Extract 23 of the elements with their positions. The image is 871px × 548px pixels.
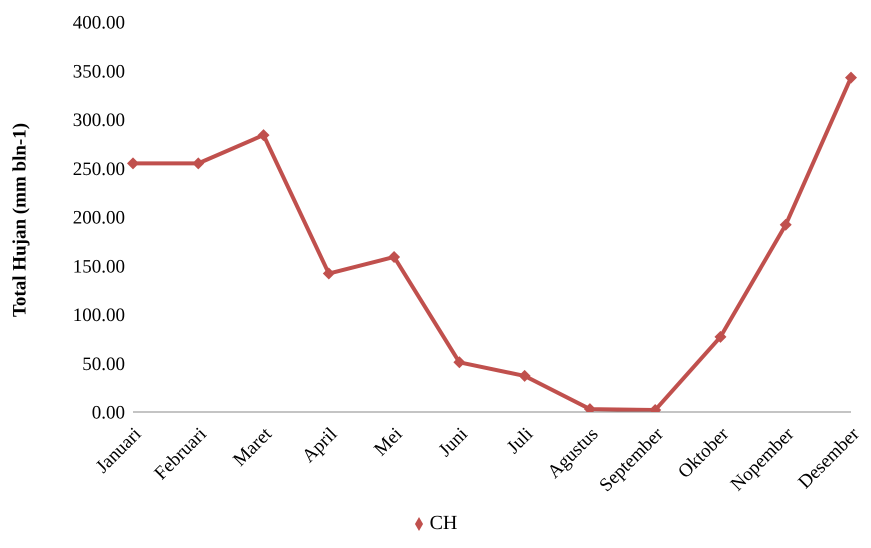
y-tick-label: 350.00: [72, 61, 125, 82]
point: [453, 356, 466, 368]
y-tick-label: 0.00: [92, 402, 125, 424]
point: [845, 72, 857, 84]
legend-label: CH: [430, 512, 458, 534]
x-tick-label: Juni: [434, 424, 472, 461]
point: [258, 129, 270, 142]
y-tick-label: 400.00: [72, 12, 125, 34]
point: [714, 330, 726, 343]
point: [388, 250, 400, 263]
y-tick-label: 200.00: [72, 208, 125, 229]
y-tick-label: 250.00: [72, 158, 125, 180]
point: [780, 218, 792, 231]
point: [127, 157, 139, 170]
point: [322, 268, 335, 280]
x-tick-label: Mei: [370, 424, 407, 460]
y-tick-label: 50.00: [82, 354, 125, 375]
y-axis-title: Total Hujan (mm bln-1): [10, 122, 31, 317]
y-tick-label: 300.00: [72, 110, 125, 132]
y-tick-label: 100.00: [72, 305, 125, 326]
point: [518, 370, 531, 382]
y-tick-label: 150.00: [72, 256, 125, 278]
x-tick-label: Juli: [502, 424, 538, 458]
